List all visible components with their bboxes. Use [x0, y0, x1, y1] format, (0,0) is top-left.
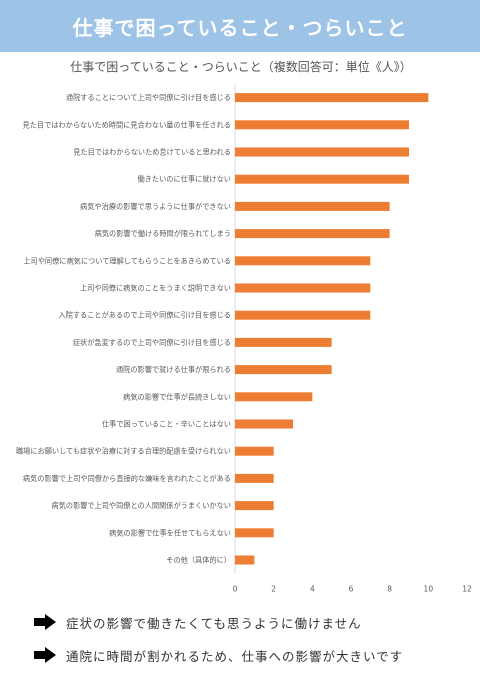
bar-15: [235, 473, 274, 483]
bar-17: [235, 528, 274, 538]
arrow-right-icon: [34, 614, 56, 630]
category-label-12: 病気の影響で仕事が長続きしない: [123, 392, 231, 401]
bar-chart: 仕事で困っていること・つらいこと（複数回答可：単位《人》） 通院することについて…: [10, 52, 472, 600]
bar-2: [235, 120, 409, 130]
bar-1: [235, 93, 429, 103]
note-1: 症状の影響で働きたくても思うように働けません: [34, 611, 362, 633]
category-label-3: 見た目ではわからないため怠けていると思われる: [73, 148, 231, 157]
page-header: 仕事で困っていること・つらいこと: [0, 0, 480, 52]
bar-16: [235, 501, 274, 511]
chart-plot: 通院することについて上司や同僚に引け目を感じる見た目ではわからないため時間に見合…: [16, 84, 472, 594]
bar-3: [235, 147, 409, 157]
note-2-text: 通院に時間が割かれるため、仕事への影響が大きいです: [66, 648, 404, 664]
chart-title: 仕事で困っていること・つらいこと（複数回答可：単位《人》）: [70, 60, 412, 74]
category-label-18: その他（具体的に）: [166, 556, 231, 565]
x-tick-label-4: 4: [310, 585, 315, 594]
bar-9: [235, 310, 371, 320]
category-label-1: 通院することについて上司や同僚に引け目を感じる: [66, 93, 231, 102]
x-tick-label-8: 8: [387, 585, 392, 594]
category-label-14: 職場にお願いしても症状や治療に対する合理的配慮を受けられない: [16, 447, 231, 456]
bar-4: [235, 174, 409, 184]
category-label-10: 症状が急変するので上司や同僚に引け目を感じる: [73, 338, 231, 347]
category-label-11: 通院の影響で就ける仕事が限られる: [116, 365, 231, 374]
bar-11: [235, 365, 332, 375]
x-tick-label-2: 2: [271, 585, 276, 594]
bar-6: [235, 229, 390, 239]
category-label-2: 見た目ではわからないため時間に見合わない量の仕事を任される: [23, 120, 231, 129]
x-tick-label-0: 0: [233, 585, 238, 594]
bar-13: [235, 419, 293, 429]
x-tick-label-10: 10: [424, 585, 434, 594]
bar-12: [235, 392, 313, 402]
bar-5: [235, 201, 390, 211]
bar-7: [235, 256, 371, 266]
category-label-4: 働きたいのに仕事に就けない: [138, 175, 231, 184]
category-label-15: 病気の影響で上司や同僚から直接的な嫌味を言われたことがある: [23, 474, 231, 483]
arrow-right-icon: [34, 647, 56, 663]
category-label-8: 上司や同僚に病気のことをうまく説明できない: [80, 284, 231, 293]
bar-18: [235, 555, 255, 565]
x-tick-label-6: 6: [349, 585, 354, 594]
category-label-13: 仕事で困っていること・辛いことはない: [102, 420, 231, 429]
note-1-text: 症状の影響で働きたくても思うように働けません: [66, 615, 362, 631]
x-tick-label-12: 12: [462, 585, 472, 594]
category-label-16: 病気の影響で上司や同僚との人間関係がうまくいかない: [51, 501, 231, 510]
bar-14: [235, 446, 274, 456]
category-label-7: 上司や同僚に病気について理解してもらうことをあきらめている: [23, 256, 231, 265]
page-title: 仕事で困っていること・つらいこと: [72, 15, 408, 40]
category-label-9: 入院することがあるので上司や同僚に引け目を感じる: [58, 311, 231, 320]
category-label-17: 病気の影響で仕事を任せてもらえない: [109, 528, 231, 537]
bar-10: [235, 337, 332, 347]
category-label-5: 病気や治療の影響で思うように仕事ができない: [80, 202, 231, 211]
bar-8: [235, 283, 371, 293]
category-label-6: 病気の影響で働ける時間が限られてしまう: [95, 229, 231, 238]
note-2: 通院に時間が割かれるため、仕事への影響が大きいです: [34, 644, 403, 666]
